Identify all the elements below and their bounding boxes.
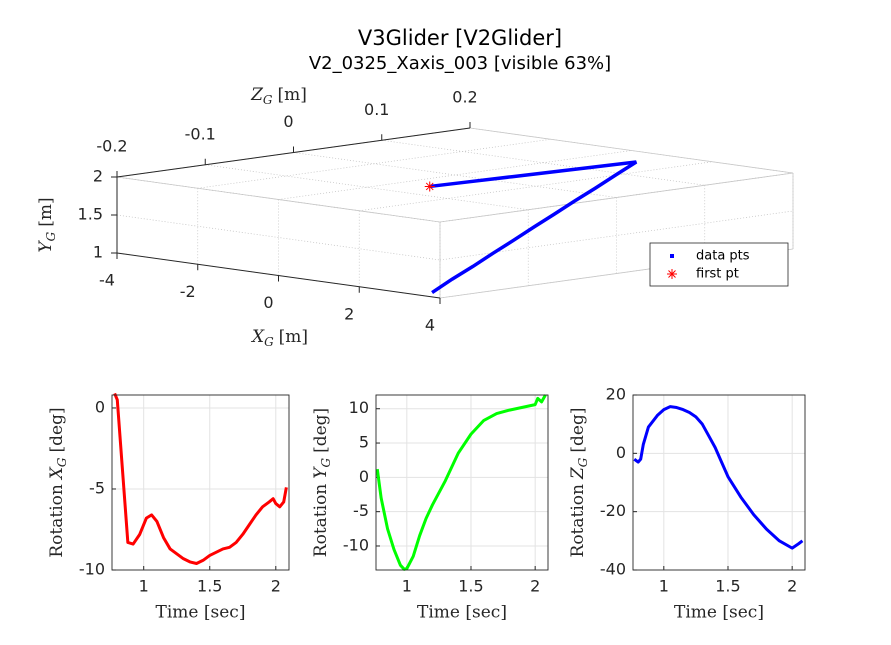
label-part: [deg] [47,407,67,452]
axis-label: Time [sec] [417,603,507,623]
axis-label: YG [m] [36,197,58,252]
data-line [375,394,547,571]
axis-label: ZG [m] [250,85,307,107]
x-tick-label: 1 [659,577,669,596]
box-edge [439,172,794,223]
y-tick-label: 20 [606,385,626,404]
legend-box [649,242,789,287]
grid-line [381,139,705,186]
y-tick-label: -10 [343,535,369,554]
legend-marker [667,269,677,279]
label-part: G [576,457,590,467]
z-tick-label: 0.2 [452,88,477,107]
y-tick-label: -40 [600,560,626,579]
x-tick-label: 2 [530,577,540,596]
plot-area [633,395,805,570]
label-part: Rotation [568,484,588,558]
grid-line [116,214,441,261]
box-edge [116,176,441,223]
x-tick-label: -4 [99,271,115,290]
y-tick-label: 10 [349,398,369,417]
x-tick-label: 1.5 [715,577,740,596]
y-tick-label: -20 [600,501,626,520]
label-part: X [250,327,265,347]
label-part: [deg] [568,408,588,453]
label-part: G [55,457,69,467]
y-tick-label: -10 [79,560,105,579]
chart-subtitle: V2_0325_Xaxis_003 [visible 63%] [309,53,611,74]
box-edge [469,127,794,174]
label-part: G [319,457,333,467]
x-tick-label: 0 [263,293,273,312]
plot-area [376,395,548,570]
y-tick-label: -5 [353,501,369,520]
x-tick-label: 1.5 [197,577,222,596]
y-tick-label: 5 [359,433,369,452]
axis-label: Rotation XG [deg] [47,407,69,557]
label-part: X [47,466,67,481]
plot-area [112,395,289,570]
legend-marker [670,254,674,258]
y-tick-label: 2 [93,167,103,186]
axis-label: Rotation YG [deg] [311,408,333,557]
y-tick-label: 0 [359,467,369,486]
y-tick-label: 0 [616,443,626,462]
data-line [633,405,804,550]
chart-title: V3Glider [V2Glider] [358,26,562,50]
y-tick-label: 1 [93,243,103,262]
label-part: Y [311,466,331,479]
z-tick-label: 0.1 [364,100,389,119]
legend-label: data pts [696,249,750,264]
label-part: [m] [36,197,56,226]
x-tick-label: 4 [425,316,435,335]
x-tick-label: 1.5 [458,577,483,596]
x-tick-label: 2 [271,577,281,596]
axis-label: Rotation ZG [deg] [568,408,590,558]
z-tick-label: -0.2 [96,137,127,156]
axes-box [375,394,549,571]
label-part: [m] [279,327,308,347]
label-part: Z [250,85,264,105]
label-part: [deg] [311,408,331,453]
label-part: G [264,335,274,349]
y-tick-label: -5 [89,478,105,497]
grid-line [293,152,617,198]
data-line [429,160,638,295]
z-tick-label: -0.1 [185,124,216,143]
x-tick-label: 1 [139,577,149,596]
grid-line [205,164,529,211]
z-tick-label: 0 [283,112,293,131]
legend-label: first pt [696,267,739,282]
x-tick-label: -2 [180,282,196,301]
axis-label: Time [sec] [674,603,764,623]
y-tick-label: 1.5 [78,205,103,224]
label-part: Rotation [311,484,331,558]
axis-label: XG [m] [250,327,308,349]
data-line [113,392,288,566]
label-part: G [263,93,273,107]
label-part: [m] [278,85,307,105]
x-tick-label: 2 [344,304,354,323]
x-tick-label: 1 [402,577,412,596]
label-part: G [44,231,58,241]
axes-box [111,394,290,571]
x-tick-label: 2 [787,577,797,596]
label-part: Rotation [47,484,67,558]
axes-box [632,394,806,571]
first-point [424,181,435,192]
y-tick-label: 0 [95,397,105,416]
label-part: Y [36,240,56,253]
label-part: Z [568,466,588,480]
axis-label: Time [sec] [156,603,246,623]
